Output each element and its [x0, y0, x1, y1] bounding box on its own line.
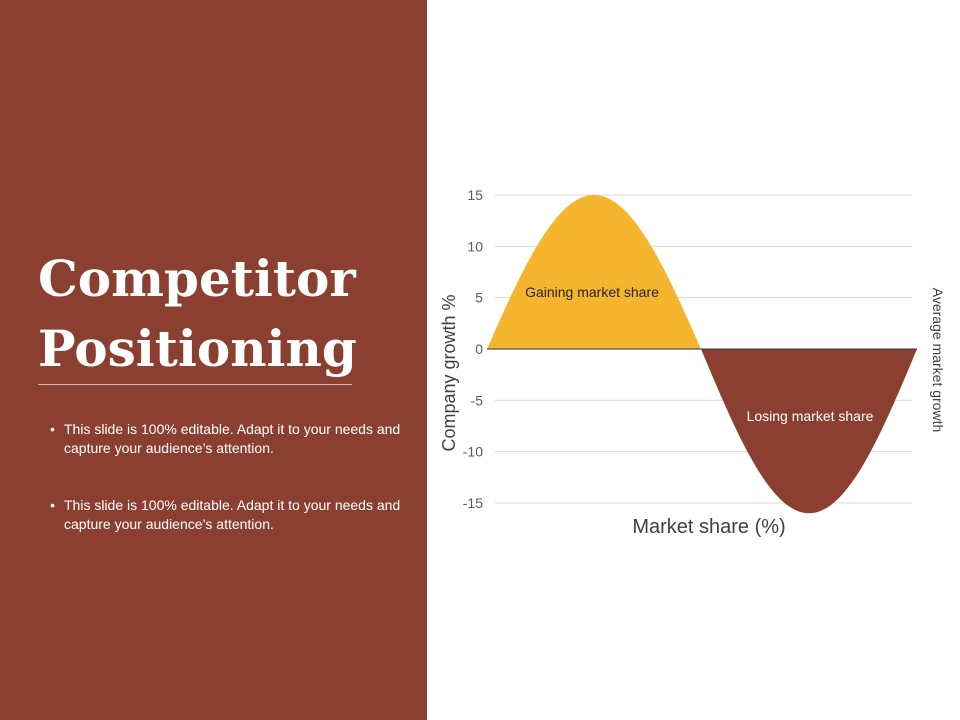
gain-area: [487, 195, 701, 349]
loss-label: Losing market share: [747, 408, 874, 424]
gain-label: Gaining market share: [525, 284, 659, 300]
slide-title: Competitor Positioning: [38, 244, 398, 384]
y-tick-label: -10: [463, 444, 483, 460]
title-line-2: Positioning: [38, 319, 357, 378]
bullet-item: • This slide is 100% editable. Adapt it …: [50, 496, 410, 534]
y-tick-label: 5: [475, 290, 483, 306]
bullet-dot-icon: •: [50, 421, 55, 437]
y-tick-label: -15: [463, 495, 483, 511]
title-line-1: Competitor: [38, 249, 356, 308]
market-share-chart: 15 10 5 0 -5 -10 -15 Gaining market share Losing…: [439, 187, 946, 538]
y-tick-label: 0: [475, 341, 483, 357]
left-panel: Competitor Positioning • This slide is 1…: [0, 0, 427, 720]
y-axis-title: Company growth %: [439, 294, 459, 451]
secondary-axis-title: Average market growth: [930, 288, 946, 432]
bullet-dot-icon: •: [50, 497, 55, 513]
x-axis-title: Market share (%): [632, 516, 785, 538]
loss-area: [701, 349, 917, 514]
y-tick-label: 10: [467, 238, 483, 254]
bullet-item: • This slide is 100% editable. Adapt it …: [50, 420, 410, 458]
chart-area: 15 10 5 0 -5 -10 -15 Gaining market share Losing…: [427, 0, 960, 720]
bullet-list: • This slide is 100% editable. Adapt it …: [50, 420, 410, 572]
bullet-text: This slide is 100% editable. Adapt it to…: [64, 497, 401, 532]
y-tick-label: -5: [471, 392, 484, 408]
title-underline: [38, 384, 352, 385]
y-tick-label: 15: [467, 187, 483, 203]
bullet-text: This slide is 100% editable. Adapt it to…: [64, 421, 401, 456]
